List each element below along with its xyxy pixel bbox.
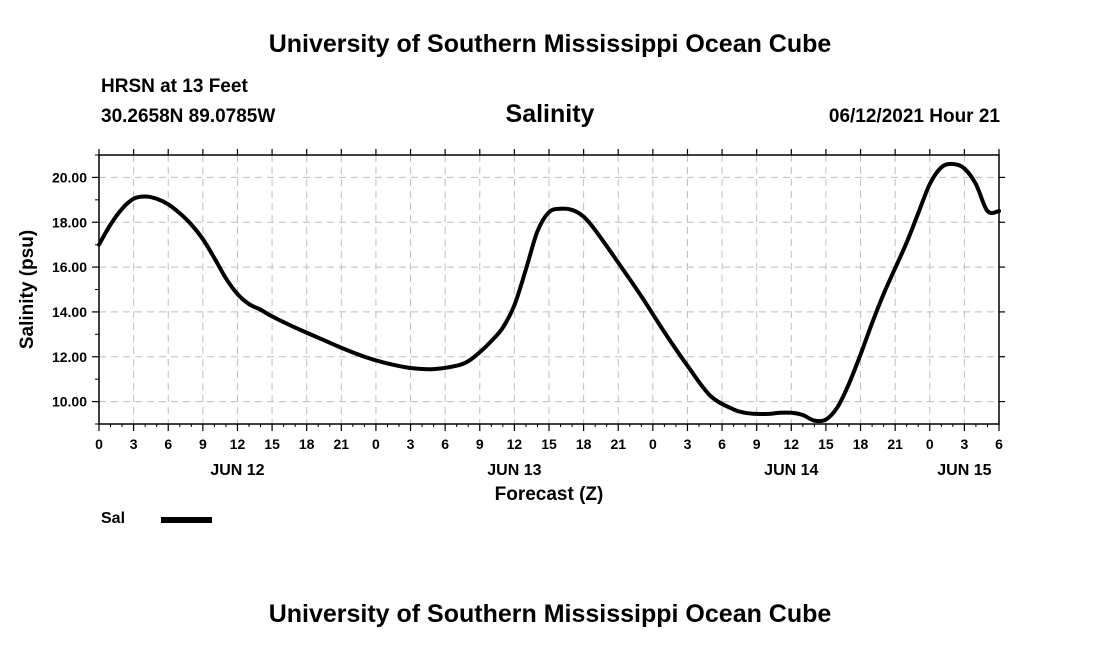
x-tick-label: 12 (784, 436, 800, 452)
x-tick-label: 3 (960, 436, 968, 452)
y-tick-label: 20.00 (52, 169, 87, 185)
x-tick-label: 6 (441, 436, 449, 452)
x-tick-label: 0 (372, 436, 380, 452)
x-tick-label: 18 (299, 436, 315, 452)
x-tick-label: 21 (610, 436, 626, 452)
x-tick-label: 3 (684, 436, 692, 452)
x-tick-label: 12 (507, 436, 523, 452)
legend-swatch-sal (161, 517, 212, 523)
date-label: JUN 14 (764, 462, 818, 479)
x-tick-label: 0 (649, 436, 657, 452)
x-tick-label: 18 (576, 436, 592, 452)
x-tick-label: 9 (199, 436, 207, 452)
station-coordinates: 30.2658N 89.0785W (101, 106, 276, 127)
x-tick-label: 9 (753, 436, 761, 452)
y-tick-label: 18.00 (52, 214, 87, 230)
footer-title: University of Southern Mississippi Ocean… (268, 600, 832, 628)
x-tick-label: 15 (541, 436, 557, 452)
station-label: HRSN at 13 Feet (101, 76, 248, 97)
x-tick-label: 18 (853, 436, 869, 452)
x-tick-label: 6 (164, 436, 172, 452)
x-tick-label: 0 (95, 436, 103, 452)
x-tick-label: 0 (926, 436, 934, 452)
series (97, 161, 1001, 424)
x-tick-label: 6 (995, 436, 1003, 452)
x-tick-label: 9 (476, 436, 484, 452)
y-tick-label: 14.00 (52, 304, 87, 320)
series-line-sal (97, 161, 1001, 424)
x-tick-label: 15 (264, 436, 280, 452)
x-tick-label: 6 (718, 436, 726, 452)
legend-label-sal: Sal (101, 510, 126, 527)
chart-title: Salinity (505, 100, 595, 128)
x-tick-label: 3 (130, 436, 138, 452)
x-tick-label: 21 (334, 436, 350, 452)
x-axis-title: Forecast (Z) (495, 484, 604, 505)
grid (99, 155, 999, 424)
y-tick-label: 12.00 (52, 349, 87, 365)
date-label: JUN 13 (487, 462, 541, 479)
x-tick-label: 21 (887, 436, 903, 452)
x-tick-label: 15 (818, 436, 834, 452)
axis-labels: 0 3 6 9 12 15 18 21 0 3 6 9 12 15 18 21 0 3 6 9 12 15 18 21 0 3 6 1… (52, 169, 1003, 479)
date-label: JUN 12 (210, 462, 264, 479)
x-tick-label: 12 (230, 436, 246, 452)
issued-datetime: 06/12/2021 Hour 21 (828, 106, 1000, 127)
y-tick-label: 10.00 (52, 394, 87, 410)
page-title: University of Southern Mississippi Ocean… (268, 30, 832, 58)
x-tick-label: 3 (407, 436, 415, 452)
plot-frame (98, 154, 1000, 425)
y-tick-label: 16.00 (52, 259, 87, 275)
y-axis-title: Salinity (psu) (17, 230, 38, 349)
date-label: JUN 15 (937, 462, 991, 479)
